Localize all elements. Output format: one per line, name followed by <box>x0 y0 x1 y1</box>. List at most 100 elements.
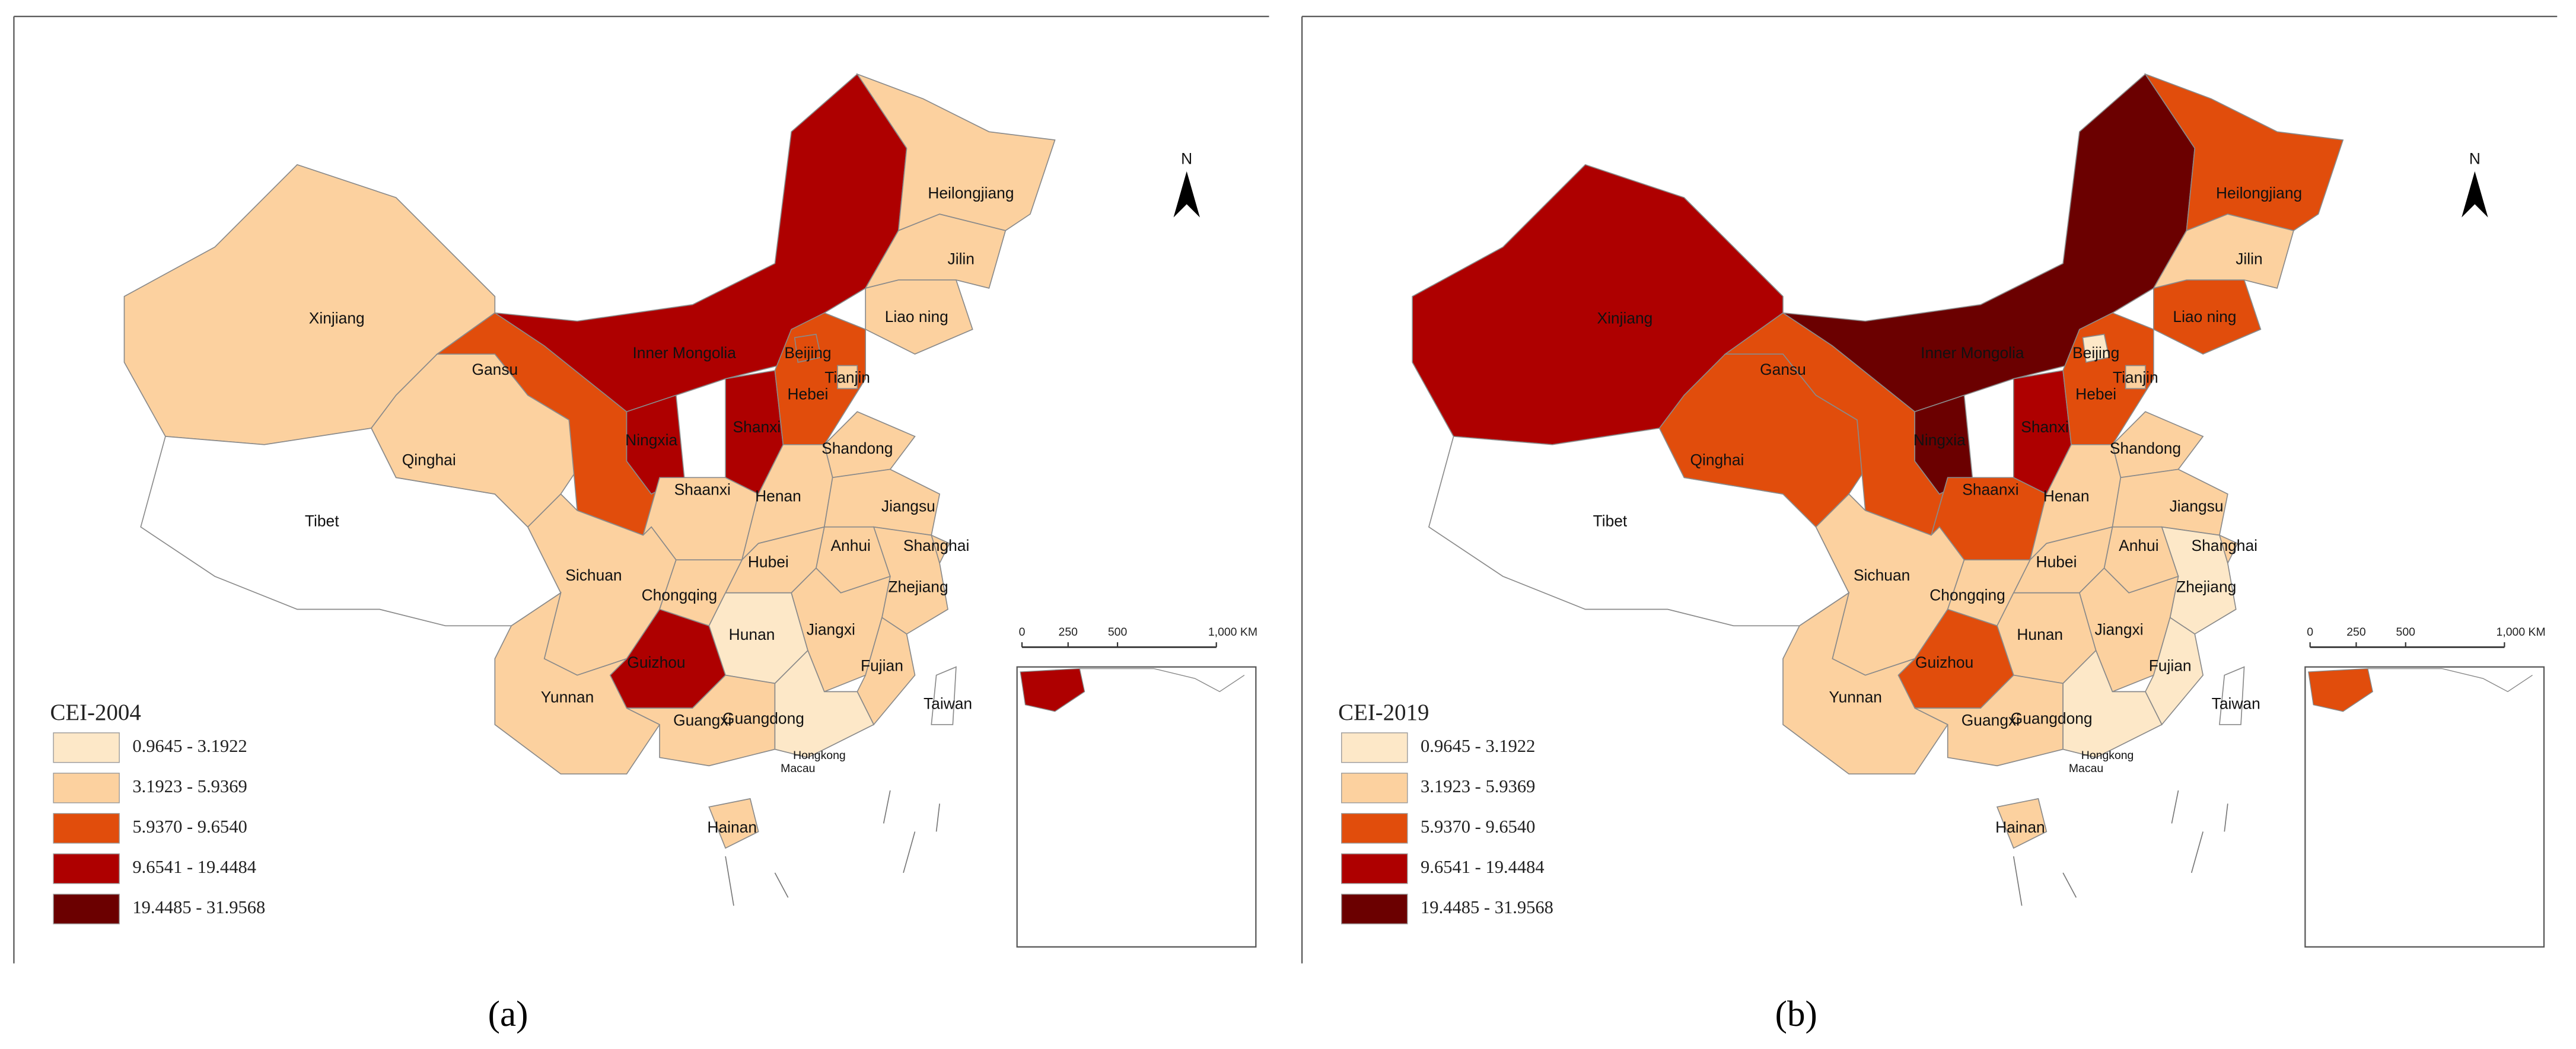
panel-caption: (a) <box>488 994 528 1034</box>
province-label: Shanxi <box>2021 418 2069 436</box>
province-label: Sichuan <box>1854 566 1910 584</box>
province-label: Beijing <box>784 344 831 362</box>
province-label: Guizhou <box>627 653 685 671</box>
province-label: Qinghai <box>402 451 456 469</box>
map-panel: Xinjiang Tibet Qinghai Gansu Inner Mongolia N… <box>1301 15 2558 1034</box>
province-label: Heilongjiang <box>928 184 1014 202</box>
legend-swatch <box>53 773 120 804</box>
island-line <box>725 856 734 906</box>
legend-label: 5.9370 - 9.6540 <box>1421 817 1535 837</box>
scale-label: 500 <box>2396 626 2416 639</box>
province <box>794 333 822 363</box>
inset-region <box>1020 668 1085 712</box>
province-label: Guizhou <box>1915 653 1973 671</box>
province <box>774 649 875 758</box>
province-label: Guangdong <box>722 710 804 728</box>
province-label: Jiangsu <box>2170 497 2224 515</box>
province <box>837 365 858 390</box>
province-label: Hainan <box>707 818 757 836</box>
province-label: Chongqing <box>1929 586 2005 604</box>
legend-label: 3.1923 - 5.9369 <box>132 776 247 796</box>
panel-caption: (b) <box>1775 994 1817 1034</box>
island-line <box>903 831 916 873</box>
legend-swatch <box>53 894 120 924</box>
province-label: Hebei <box>2075 385 2116 403</box>
province <box>2062 649 2163 758</box>
legend-swatch <box>1341 894 1408 924</box>
hongkong-label: Hongkong <box>793 749 846 762</box>
province <box>1996 798 2048 849</box>
province <box>2125 365 2146 390</box>
province-label: Jilin <box>2236 250 2262 268</box>
legend-label: 9.6541 - 19.4484 <box>132 857 256 877</box>
province-label: Inner Mongolia <box>632 344 736 362</box>
province-label: Tianjin <box>2113 369 2158 387</box>
province-label: Anhui <box>2119 537 2158 554</box>
scale-label: 0 <box>1019 626 1026 639</box>
legend-swatch <box>53 813 120 844</box>
inset-coast <box>2367 668 2533 693</box>
province-label: Hebei <box>788 385 829 403</box>
island-line <box>2013 856 2023 906</box>
legend-label: 0.9645 - 3.1922 <box>1421 736 1535 756</box>
province-label: Shanghai <box>903 537 969 554</box>
inset-region <box>2308 668 2373 712</box>
inset-frame <box>1016 666 1257 948</box>
province-label: Tibet <box>1593 512 1628 530</box>
province <box>931 666 957 725</box>
scale-label: 250 <box>2346 626 2366 639</box>
province-label: Inner Mongolia <box>1921 344 2024 362</box>
island-line <box>2171 790 2179 824</box>
province-label: Guangxi <box>1962 711 2020 729</box>
legend-label: 19.4485 - 31.9568 <box>132 897 265 917</box>
province-label: Heilongjiang <box>2216 184 2302 202</box>
province-label: Zhejiang <box>888 578 948 595</box>
province-label: Chongqing <box>642 586 718 604</box>
inset-coast <box>1080 668 1245 693</box>
legend-label: 0.9645 - 3.1922 <box>132 736 247 756</box>
scale-label: 500 <box>1108 626 1128 639</box>
legend-label: 9.6541 - 19.4484 <box>1421 857 1545 877</box>
province-label: Liao ning <box>2173 308 2236 326</box>
scale-label: 1,000 KM <box>2497 626 2546 639</box>
province-label: Guangxi <box>673 711 731 729</box>
scale-label: 250 <box>1059 626 1078 639</box>
province <box>2219 666 2245 725</box>
province-label: Shaanxi <box>674 481 731 499</box>
map-panel: Xinjiang Tibet Qinghai Gansu Inner Mongolia N… <box>13 15 1269 1034</box>
province-label: Shandong <box>821 439 893 457</box>
province-label: Shanxi <box>733 418 781 436</box>
legend-swatch <box>1341 773 1408 804</box>
province <box>2144 73 2344 232</box>
island-line <box>774 872 789 898</box>
province-label: Guangdong <box>2011 710 2093 728</box>
province-label: Hunan <box>2017 626 2063 643</box>
north-arrow <box>1173 171 1200 218</box>
province-label: Yunnan <box>541 688 594 706</box>
province-label: Shandong <box>2110 439 2181 457</box>
macau-label: Macau <box>2069 762 2103 775</box>
inset-frame <box>2304 666 2545 948</box>
north-arrow <box>2462 171 2488 218</box>
province-label: Taiwan <box>924 695 972 713</box>
island-line <box>2224 804 2228 832</box>
scale-label: 1,000 KM <box>1208 626 1257 639</box>
province <box>2082 333 2110 363</box>
island-line <box>2062 872 2077 898</box>
province-label: Gansu <box>1760 361 1806 378</box>
province-label: Henan <box>2043 487 2090 505</box>
province-label: Ningxia <box>625 431 677 449</box>
legend-label: 3.1923 - 5.9369 <box>1421 776 1535 796</box>
island-line <box>2190 831 2204 873</box>
island-line <box>883 790 891 824</box>
north-label: N <box>2469 149 2481 167</box>
legend-title: CEI-2019 <box>1338 700 1429 725</box>
legend-swatch <box>53 853 120 884</box>
province-label: Tibet <box>305 512 339 530</box>
province-label: Shaanxi <box>1962 481 2018 499</box>
province-label: Jilin <box>948 250 975 268</box>
province-label: Yunnan <box>1829 688 1881 706</box>
province-label: Zhejiang <box>2176 578 2236 595</box>
province-label: Ningxia <box>1913 431 1966 449</box>
province-label: Jiangsu <box>881 497 935 515</box>
